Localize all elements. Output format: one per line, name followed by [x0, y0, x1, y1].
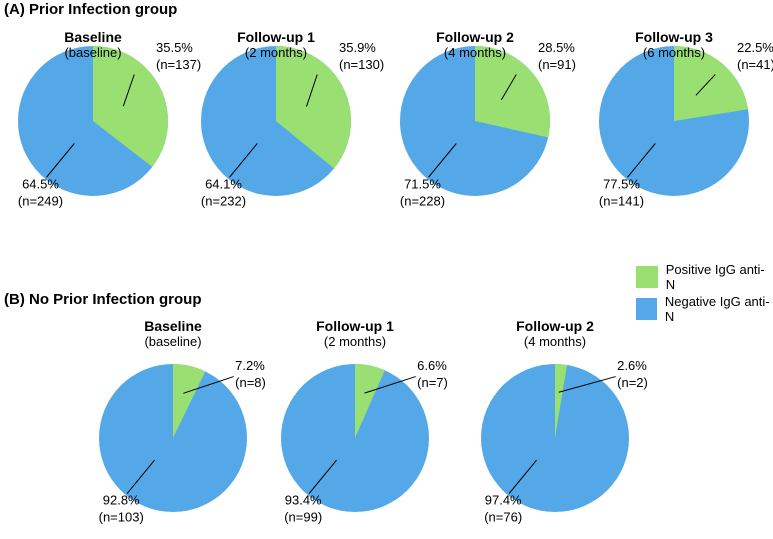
- pie-title-4: Baseline: [144, 318, 202, 334]
- label-positive-pct-4: 7.2%: [235, 358, 265, 373]
- label-positive-n-2: (n=91): [538, 57, 576, 72]
- label-positive-n-1: (n=130): [339, 57, 384, 72]
- leader-negative-2: [428, 143, 457, 178]
- label-positive-pct-2: 28.5%: [538, 40, 575, 55]
- leader-positive-4: [183, 376, 234, 394]
- section-title-prior-infection: (A) Prior Infection group: [4, 1, 178, 18]
- leader-positive-5: [364, 376, 416, 394]
- pie-title-1: Follow-up 1: [237, 29, 315, 45]
- pie-period-6: (4 months): [524, 334, 586, 349]
- legend-label-positive: Positive IgG anti-N: [665, 262, 765, 292]
- leader-negative-0: [46, 143, 75, 178]
- leader-positive-6: [558, 376, 616, 393]
- label-negative-n-2: (n=228): [400, 194, 445, 209]
- leader-positive-3: [695, 74, 716, 96]
- label-positive-pct-6: 2.6%: [617, 358, 647, 373]
- pie-title-3: Follow-up 3: [635, 29, 713, 45]
- label-negative-pct-1: 64.1%: [205, 177, 242, 192]
- pie-title-0: Baseline: [64, 29, 122, 45]
- pie-period-4: (baseline): [144, 334, 201, 349]
- label-negative-n-1: (n=232): [201, 194, 246, 209]
- leader-negative-1: [229, 143, 258, 178]
- label-positive-pct-0: 35.5%: [156, 40, 193, 55]
- legend-swatch-negative: [636, 298, 657, 320]
- label-positive-n-5: (n=7): [417, 375, 448, 390]
- leader-negative-6: [508, 459, 537, 494]
- legend-swatch-positive: [636, 266, 658, 288]
- leader-positive-2: [500, 74, 517, 101]
- pie-period-2: (4 months): [444, 45, 506, 60]
- legend-label-negative: Negative IgG anti-N: [664, 294, 770, 324]
- section-title-no-prior-infection: (B) No Prior Infection group: [4, 291, 202, 308]
- pie-title-5: Follow-up 1: [316, 318, 394, 334]
- label-positive-n-4: (n=8): [235, 375, 266, 390]
- slice-positive-0: [93, 46, 169, 167]
- slice-positive-4: [173, 364, 206, 438]
- label-negative-n-4: (n=103): [99, 510, 144, 525]
- label-negative-n-3: (n=141): [599, 194, 644, 209]
- label-negative-pct-6: 97.4%: [485, 493, 522, 508]
- slice-positive-1: [276, 46, 351, 169]
- slice-positive-6: [555, 364, 568, 438]
- label-negative-n-5: (n=99): [284, 510, 322, 525]
- label-negative-n-6: (n=76): [484, 510, 522, 525]
- leader-negative-5: [308, 459, 337, 494]
- label-positive-pct-3: 22.5%: [737, 40, 773, 55]
- pie-period-0: (baseline): [64, 45, 121, 60]
- pie-period-5: (2 months): [324, 334, 386, 349]
- legend-item-positive: Positive IgG anti-N: [636, 262, 773, 292]
- label-positive-n-0: (n=137): [156, 57, 201, 72]
- legend-item-negative: Negative IgG anti-N: [636, 294, 773, 324]
- pie-period-3: (6 months): [643, 45, 705, 60]
- leader-negative-3: [627, 143, 656, 178]
- leader-negative-4: [126, 459, 155, 494]
- pie-title-2: Follow-up 2: [436, 29, 514, 45]
- slice-positive-5: [355, 364, 385, 438]
- label-negative-pct-5: 93.4%: [285, 493, 322, 508]
- pie-title-6: Follow-up 2: [516, 318, 594, 334]
- slice-positive-2: [475, 46, 551, 138]
- pie-period-1: (2 months): [245, 45, 307, 60]
- label-negative-pct-2: 71.5%: [404, 177, 441, 192]
- leader-positive-1: [306, 74, 318, 107]
- slice-positive-3: [674, 46, 749, 121]
- label-positive-n-3: (n=41): [737, 57, 773, 72]
- label-positive-pct-1: 35.9%: [339, 40, 376, 55]
- label-positive-n-6: (n=2): [617, 375, 648, 390]
- label-positive-pct-5: 6.6%: [417, 358, 447, 373]
- label-negative-pct-0: 64.5%: [22, 177, 59, 192]
- label-negative-n-0: (n=249): [18, 194, 63, 209]
- label-negative-pct-3: 77.5%: [603, 177, 640, 192]
- label-negative-pct-4: 92.8%: [103, 493, 140, 508]
- leader-positive-0: [122, 74, 135, 107]
